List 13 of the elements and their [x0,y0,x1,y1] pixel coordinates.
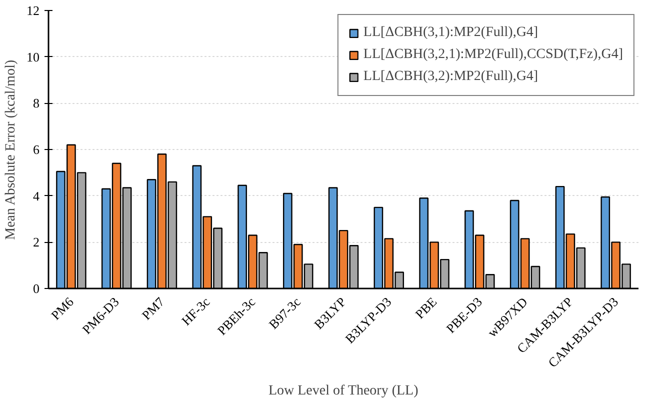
y-tick-label: 0 [33,281,40,296]
legend-label: LL[ΔCBH(3,1):MP2(Full),G4] [363,25,538,41]
y-tick-label: 6 [33,142,40,157]
y-tick-label: 8 [33,96,40,111]
y-tick-label: 12 [26,3,40,18]
y-tick-label: 4 [33,188,40,204]
y-tick-label: 10 [26,49,40,64]
y-axis-title: Mean Absolute Error (kcal/mol) [4,60,18,240]
y-tick-label: 2 [33,234,40,250]
x-axis-title: Low Level of Theory (LL) [268,384,419,399]
legend-label: LL[ΔCBH(3,2,1):MP2(Full),CCSD(T,Fz),G4] [363,47,623,63]
x-tick-label: PBE [412,294,440,322]
legend-label: LL[ΔCBH(3,2):MP2(Full),G4] [363,69,538,85]
